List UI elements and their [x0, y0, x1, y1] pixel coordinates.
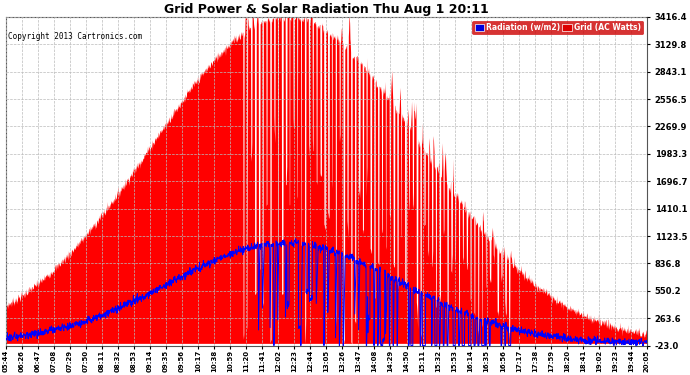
Legend: Radiation (w/m2), Grid (AC Watts): Radiation (w/m2), Grid (AC Watts): [472, 21, 643, 34]
Text: Copyright 2013 Cartronics.com: Copyright 2013 Cartronics.com: [8, 32, 142, 41]
Title: Grid Power & Solar Radiation Thu Aug 1 20:11: Grid Power & Solar Radiation Thu Aug 1 2…: [164, 3, 489, 16]
